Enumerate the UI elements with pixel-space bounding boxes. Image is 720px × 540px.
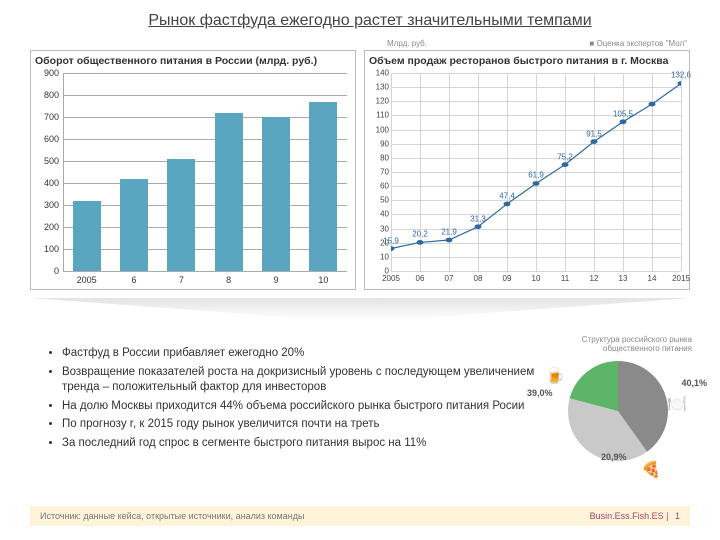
line-x-tick: 11 xyxy=(561,274,569,283)
line-x-tick: 07 xyxy=(445,274,454,283)
pie-chart-title: Структура российского рынка общественног… xyxy=(542,336,692,354)
footer-bar: Источник: данные кейса, открытые источни… xyxy=(30,506,690,526)
line-x-tick: 12 xyxy=(590,274,599,283)
bar-y-tick: 0 xyxy=(33,266,59,276)
line-x-tick: 2005 xyxy=(382,274,400,283)
line-x-tick: 06 xyxy=(416,274,425,283)
bullet-item: Возвращение показателей роста на докризи… xyxy=(62,365,540,396)
line-y-tick: 70 xyxy=(367,168,389,177)
bar-x-tick: 9 xyxy=(273,275,278,285)
footer-source: Источник: данные кейса, открытые источни… xyxy=(40,511,304,521)
line-y-tick: 140 xyxy=(367,69,389,78)
line-point-label: 91,5 xyxy=(586,129,602,138)
line-point-label: 20,2 xyxy=(412,230,428,239)
line-chart-title: Объем продаж ресторанов быстрого питания… xyxy=(369,55,685,67)
line-y-tick: 100 xyxy=(367,125,389,134)
line-point-label: 47,4 xyxy=(499,191,515,200)
bar-x-tick: 10 xyxy=(318,275,328,285)
line-x-tick: 08 xyxy=(474,274,483,283)
bar xyxy=(120,179,148,271)
pie-chart: Структура российского рынка общественног… xyxy=(542,336,692,486)
bar-x-tick: 6 xyxy=(131,275,136,285)
bar-y-tick: 400 xyxy=(33,178,59,188)
pie-circle xyxy=(567,360,669,462)
line-y-tick: 110 xyxy=(367,111,389,120)
bullet-item: Фастфуд в России прибавляет ежегодно 20% xyxy=(62,346,540,362)
line-x-tick: 14 xyxy=(648,274,657,283)
line-y-tick: 90 xyxy=(367,139,389,148)
line-y-tick: 80 xyxy=(367,153,389,162)
line-point-label: 21,9 xyxy=(441,227,457,236)
line-y-tick: 130 xyxy=(367,83,389,92)
bullet-list: Фастфуд в России прибавляет ежегодно 20%… xyxy=(48,346,540,454)
line-chart-unit: Млрд. руб. xyxy=(387,39,427,48)
bar xyxy=(309,102,337,271)
pie-segment-icon: 🍺 xyxy=(545,366,565,386)
bar-x-tick: 7 xyxy=(179,275,184,285)
bar-chart-title: Оборот общественного питания в России (м… xyxy=(35,55,351,67)
line-x-tick: 13 xyxy=(619,274,628,283)
line-point-label: 105,5 xyxy=(613,109,633,118)
bar-y-tick: 100 xyxy=(33,244,59,254)
footer-brand: Busin.Ess.Fish.ES | 1 xyxy=(590,511,680,521)
bar xyxy=(262,117,290,271)
bar-y-tick: 900 xyxy=(33,68,59,78)
line-point-label: 132,6 xyxy=(671,71,691,80)
line-y-tick: 40 xyxy=(367,210,389,219)
line-chart: Млрд. руб. ■ Оценка экспертов "Мол" Объе… xyxy=(364,50,690,290)
bar-x-tick: 2005 xyxy=(77,275,97,285)
line-x-tick: 2015 xyxy=(672,274,690,283)
line-y-tick: 10 xyxy=(367,252,389,261)
pie-segment-label: 20,9% xyxy=(601,452,627,462)
bar xyxy=(215,113,243,271)
line-y-tick: 120 xyxy=(367,97,389,106)
bar-x-tick: 8 xyxy=(226,275,231,285)
bullet-item: За последний год спрос в сегменте быстро… xyxy=(62,436,540,452)
line-point-label: 75,2 xyxy=(557,152,573,161)
slide-title: Рынок фастфуда ежегодно растет значитель… xyxy=(60,12,680,30)
line-x-tick: 10 xyxy=(532,274,541,283)
line-y-tick: 50 xyxy=(367,196,389,205)
line-point-label: 61,9 xyxy=(528,171,544,180)
bar xyxy=(167,159,195,271)
bar-y-tick: 700 xyxy=(33,112,59,122)
line-point-label: 31,3 xyxy=(470,214,486,223)
bullet-item: По прогнозу r, к 2015 году рынок увеличи… xyxy=(62,417,540,433)
line-y-tick: 30 xyxy=(367,224,389,233)
line-point-label: 15,9 xyxy=(383,236,399,245)
bar-y-tick: 300 xyxy=(33,200,59,210)
bar-y-tick: 200 xyxy=(33,222,59,232)
bar-chart: Оборот общественного питания в России (м… xyxy=(30,50,356,290)
bar-y-tick: 500 xyxy=(33,156,59,166)
bar-y-tick: 600 xyxy=(33,134,59,144)
pie-segment-icon: 🍕 xyxy=(641,460,661,480)
line-y-tick: 60 xyxy=(367,182,389,191)
pie-segment-label: 40,1% xyxy=(681,378,707,388)
pie-segment-label: 39,0% xyxy=(527,388,553,398)
line-x-tick: 09 xyxy=(503,274,512,283)
charts-row: Оборот общественного питания в России (м… xyxy=(30,50,690,290)
bar xyxy=(73,201,101,271)
shadow-wedge xyxy=(30,298,690,320)
bullet-item: На долю Москвы приходится 44% объема рос… xyxy=(62,399,540,415)
line-chart-legend: ■ Оценка экспертов "Мол" xyxy=(589,39,687,48)
bar-y-tick: 800 xyxy=(33,90,59,100)
pie-segment-icon: 🍽️ xyxy=(667,394,687,414)
